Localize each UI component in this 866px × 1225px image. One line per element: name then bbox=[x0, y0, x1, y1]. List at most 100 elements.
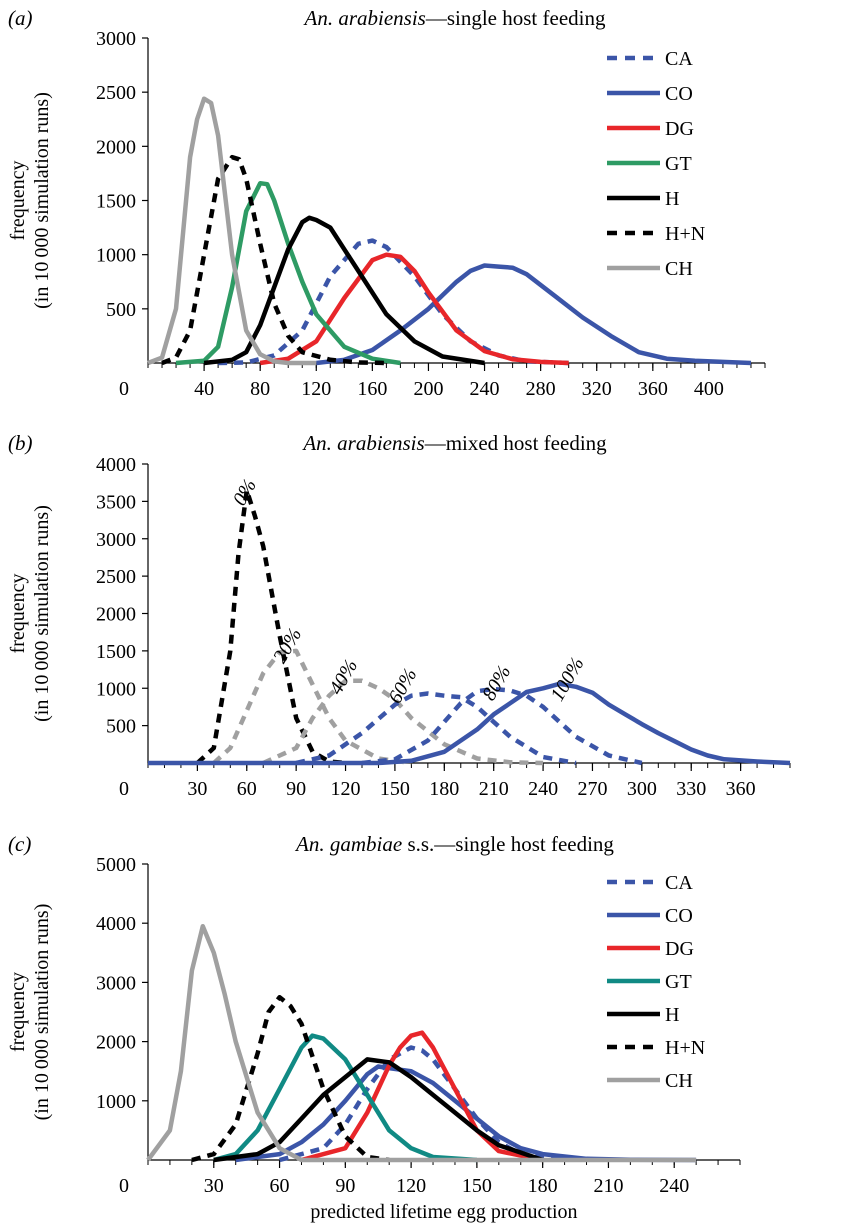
x-tick-label: 90 bbox=[335, 1175, 355, 1197]
series-line-40- bbox=[262, 678, 544, 766]
series-line-60- bbox=[295, 691, 577, 766]
series-line-100- bbox=[148, 681, 791, 766]
y-tick-label: 2000 bbox=[96, 1032, 136, 1054]
series-line-gt bbox=[213, 1033, 478, 1163]
chart-title: An. arabiensis—mixed host feeding bbox=[301, 431, 607, 455]
y-axis-label-units: (in 10 000 simulation runs) bbox=[31, 505, 53, 722]
chart-panel-a: (a) An. arabiensis—single host feeding fre… bbox=[7, 6, 766, 400]
legend-label: DG bbox=[665, 118, 694, 140]
series-line-co bbox=[316, 263, 752, 366]
y-axis-label-units: (in 10 000 simulation runs) bbox=[31, 92, 53, 309]
x-tick-label: 60 bbox=[237, 778, 257, 800]
annotation-label: 80% bbox=[478, 662, 515, 705]
y-tick-label: 2500 bbox=[96, 566, 136, 588]
chart-title: An. gambiae s.s.—single host feeding bbox=[294, 832, 614, 856]
series-line-h bbox=[213, 1057, 544, 1163]
legend-label: H+N bbox=[665, 1037, 705, 1059]
origin-tick-label: 0 bbox=[119, 1175, 129, 1197]
x-tick-label: 270 bbox=[577, 778, 607, 800]
series-line-h-n bbox=[161, 154, 387, 366]
y-tick-label: 3000 bbox=[96, 972, 136, 994]
x-tick-label: 280 bbox=[526, 378, 556, 400]
panel-label: (b) bbox=[8, 431, 33, 455]
legend-label: CO bbox=[665, 905, 693, 927]
panel-label: (c) bbox=[8, 832, 31, 856]
chart-title: An. arabiensis—single host feeding bbox=[303, 6, 606, 30]
y-tick-label: 4000 bbox=[96, 913, 136, 935]
x-tick-label: 120 bbox=[396, 1175, 426, 1197]
x-tick-label: 30 bbox=[187, 778, 207, 800]
y-axis-label-units: (in 10 000 simulation runs) bbox=[31, 904, 53, 1121]
x-axis-label: predicted lifetime egg production bbox=[310, 1201, 577, 1223]
series-line-0- bbox=[195, 487, 346, 766]
x-tick-label: 80 bbox=[250, 378, 270, 400]
annotation-label: 60% bbox=[384, 665, 421, 708]
chart-panel-c: (c) An. gambiae s.s.—single host feeding f… bbox=[7, 832, 741, 1223]
legend-label: CA bbox=[665, 48, 693, 70]
x-tick-label: 200 bbox=[413, 378, 443, 400]
legend-label: CH bbox=[665, 258, 693, 280]
x-tick-label: 150 bbox=[380, 778, 410, 800]
x-tick-label: 210 bbox=[593, 1175, 623, 1197]
origin-tick-label: 0 bbox=[119, 378, 129, 400]
panel-label: (a) bbox=[8, 6, 33, 30]
x-tick-label: 60 bbox=[270, 1175, 290, 1197]
x-tick-label: 320 bbox=[582, 378, 612, 400]
x-tick-label: 400 bbox=[694, 378, 724, 400]
y-tick-label: 1000 bbox=[96, 1091, 136, 1113]
y-axis-label: frequency bbox=[7, 574, 29, 654]
origin-tick-label: 0 bbox=[119, 778, 129, 800]
y-tick-label: 500 bbox=[106, 716, 136, 738]
chart-panel-b: (b) An. arabiensis—mixed host feeding freq… bbox=[7, 431, 791, 800]
x-tick-label: 240 bbox=[528, 778, 558, 800]
y-tick-label: 1000 bbox=[96, 678, 136, 700]
x-tick-label: 330 bbox=[676, 778, 706, 800]
y-tick-label: 1500 bbox=[96, 191, 136, 213]
y-axis-label: frequency bbox=[7, 972, 29, 1052]
x-tick-label: 160 bbox=[357, 378, 387, 400]
y-tick-label: 1000 bbox=[96, 245, 136, 267]
y-tick-label: 2000 bbox=[96, 136, 136, 158]
x-tick-label: 360 bbox=[726, 778, 756, 800]
legend-label: CO bbox=[665, 83, 693, 105]
legend-label: H bbox=[665, 188, 679, 210]
x-tick-label: 150 bbox=[462, 1175, 492, 1197]
legend-label: DG bbox=[665, 938, 694, 960]
series-line-ch bbox=[146, 923, 697, 1163]
series-line-80- bbox=[361, 686, 643, 766]
x-tick-label: 180 bbox=[429, 778, 459, 800]
series-line-gt bbox=[175, 180, 401, 366]
legend-label: H bbox=[665, 1004, 679, 1026]
y-tick-label: 4000 bbox=[96, 454, 136, 476]
series-line-co bbox=[235, 1064, 697, 1163]
legend-label: GT bbox=[665, 971, 692, 993]
series-line-h bbox=[203, 215, 485, 366]
legend-label: CA bbox=[665, 872, 693, 894]
x-tick-label: 240 bbox=[470, 378, 500, 400]
y-tick-label: 3000 bbox=[96, 28, 136, 50]
y-tick-label: 3000 bbox=[96, 529, 136, 551]
y-axis-label: frequency bbox=[7, 161, 29, 241]
series-line-ca bbox=[279, 1045, 565, 1163]
x-tick-label: 300 bbox=[627, 778, 657, 800]
series-line-h-n bbox=[191, 994, 390, 1163]
x-tick-label: 120 bbox=[331, 778, 361, 800]
series-line-20- bbox=[212, 648, 412, 766]
y-tick-label: 2000 bbox=[96, 604, 136, 626]
annotation-label: 100% bbox=[546, 654, 588, 705]
x-tick-label: 40 bbox=[194, 378, 214, 400]
series-line-dg bbox=[259, 252, 569, 366]
x-tick-label: 90 bbox=[286, 778, 306, 800]
series-line-ch bbox=[147, 96, 317, 366]
y-tick-label: 500 bbox=[106, 299, 136, 321]
x-tick-label: 210 bbox=[479, 778, 509, 800]
y-tick-label: 5000 bbox=[96, 854, 136, 876]
legend-label: H+N bbox=[665, 223, 705, 245]
y-tick-label: 2500 bbox=[96, 82, 136, 104]
legend-label: GT bbox=[665, 153, 692, 175]
y-tick-label: 3500 bbox=[96, 491, 136, 513]
y-tick-label: 1500 bbox=[96, 641, 136, 663]
x-tick-label: 180 bbox=[528, 1175, 558, 1197]
x-tick-label: 30 bbox=[204, 1175, 224, 1197]
